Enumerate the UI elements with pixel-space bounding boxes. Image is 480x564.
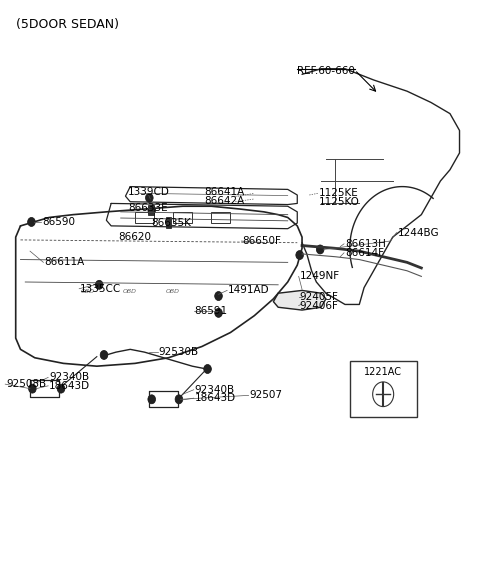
Circle shape [215,309,222,318]
Text: 86650F: 86650F [242,236,281,246]
Text: (5DOOR SEDAN): (5DOOR SEDAN) [16,18,119,31]
Text: 1249NF: 1249NF [300,271,340,281]
Circle shape [100,350,108,359]
Text: 1125KE: 1125KE [319,188,359,199]
Text: REF.60-660: REF.60-660 [297,66,355,76]
Text: 86614F: 86614F [345,248,384,258]
Circle shape [148,206,156,215]
Text: 92508B: 92508B [6,379,46,389]
Text: 92406F: 92406F [300,301,338,311]
Polygon shape [274,290,326,310]
Text: 86591: 86591 [195,306,228,316]
Text: OBD: OBD [123,289,137,294]
Text: 92530B: 92530B [159,347,199,357]
Bar [350,360,417,417]
Text: 86641A: 86641A [204,187,244,197]
Circle shape [145,193,153,202]
Text: 1125KO: 1125KO [319,197,360,208]
Text: 86642A: 86642A [204,196,244,206]
Circle shape [316,245,324,254]
Text: 1335CC: 1335CC [80,284,121,294]
Text: 1339CD: 1339CD [128,187,170,197]
Text: 92340B: 92340B [195,385,235,395]
Bar [166,218,171,227]
Bar [173,213,192,223]
Bar [211,213,230,223]
Text: 92507: 92507 [250,390,283,400]
Circle shape [175,395,183,404]
Bar [135,213,154,223]
Text: 86620: 86620 [118,232,151,242]
Circle shape [96,280,103,289]
Circle shape [57,384,65,393]
Text: 1244BG: 1244BG [397,228,439,237]
Text: 18643D: 18643D [49,381,90,391]
Circle shape [28,218,35,226]
Text: 86635K: 86635K [152,218,192,228]
Text: 86611A: 86611A [44,257,84,267]
Circle shape [296,250,303,259]
Circle shape [29,384,36,393]
Text: 86633E: 86633E [128,203,168,213]
Text: 86590: 86590 [42,217,75,227]
Text: 1491AD: 1491AD [228,285,270,296]
Bar [148,205,154,215]
Text: OBD: OBD [166,289,180,294]
Text: OBD: OBD [80,289,94,294]
Circle shape [215,292,222,301]
Text: 92340B: 92340B [49,372,89,382]
Circle shape [148,395,156,404]
Text: 1221AC: 1221AC [364,367,402,377]
Text: 92405F: 92405F [300,292,338,302]
Text: 18643D: 18643D [195,393,236,403]
Text: 86613H: 86613H [345,239,386,249]
Circle shape [204,364,211,373]
